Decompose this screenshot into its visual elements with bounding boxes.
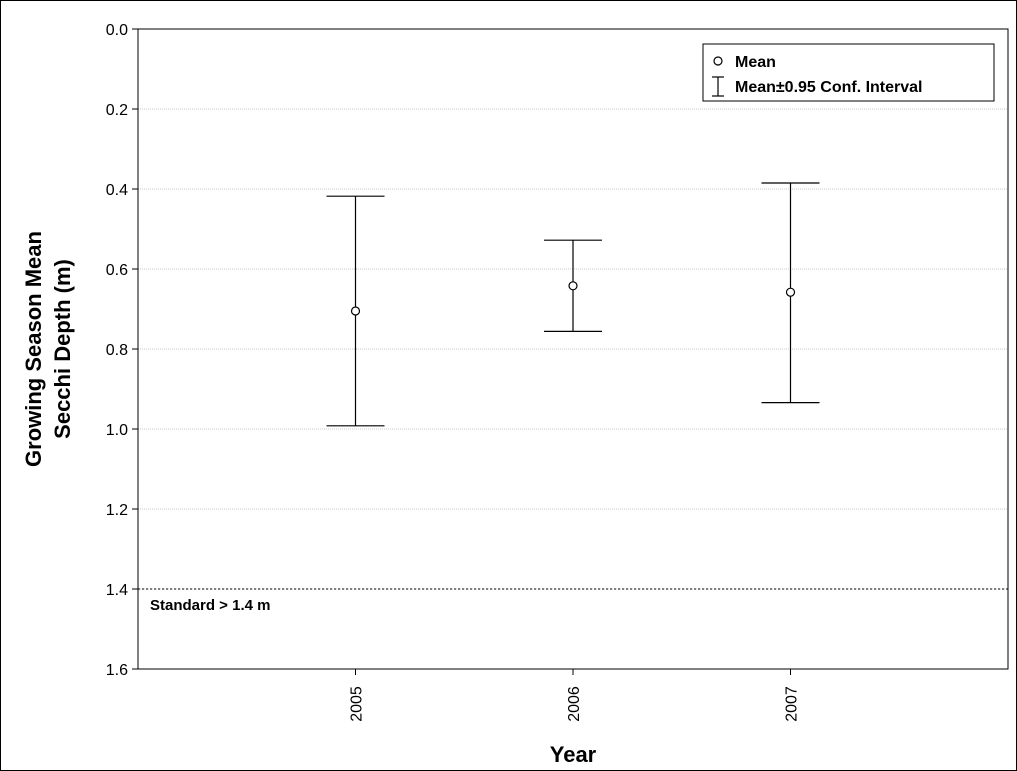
x-axis-title: Year [550,742,597,767]
x-tick-label: 2007 [784,686,801,722]
y-axis-ticks: 0.0 0.2 0.4 0.6 0.8 1.0 1.2 1.4 1.6 [106,22,138,679]
y-tick-label: 0.4 [106,182,128,199]
reference-line-label: Standard > 1.4 m [150,597,270,614]
reference-line-group: Standard > 1.4 m [138,588,1008,614]
y-axis-title-line1: Growing Season Mean [21,231,46,467]
legend-ci-whisker-icon [712,76,724,97]
grid-lines [138,108,1008,590]
x-tick-label: 2006 [566,686,583,722]
y-axis-title-line2: Secchi Depth (m) [50,259,75,439]
y-tick-label: 0.2 [106,102,128,119]
y-tick-label: 0.0 [106,22,128,39]
legend-mean-label: Mean [735,54,776,71]
legend-mean-marker-icon [713,56,723,66]
legend: Mean Mean±0.95 Conf. Interval [702,43,995,102]
y-tick-label: 0.6 [106,262,128,279]
y-tick-label: 0.8 [106,342,128,359]
legend-ci-label: Mean±0.95 Conf. Interval [735,79,923,96]
x-tick-label: 2005 [349,686,366,722]
y-tick-label: 1.4 [106,582,128,599]
legend-box [702,43,995,102]
y-tick-label: 1.2 [106,502,128,519]
series-mean-ci [326,182,820,427]
mean-point [350,306,361,316]
y-tick-label: 1.6 [106,662,128,679]
mean-point [785,287,796,297]
x-axis-ticks: 2005 2006 2007 [349,669,801,722]
mean-point [568,281,578,291]
y-tick-label: 1.0 [106,422,128,439]
